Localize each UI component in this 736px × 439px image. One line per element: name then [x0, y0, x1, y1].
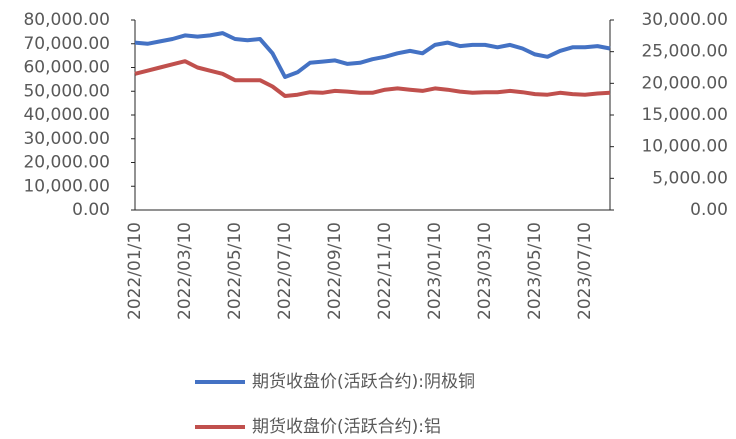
x-tick-label: 2022/11/10 [375, 222, 395, 320]
y2-tick-label: 0.00 [690, 200, 728, 220]
y2-tick-label: 10,000.00 [641, 137, 728, 157]
series-line [134, 59, 611, 98]
series-line [134, 31, 611, 79]
x-tick-label: 2023/03/10 [475, 222, 495, 320]
x-tick-label: 2022/03/10 [175, 222, 195, 320]
y2-tick-label: 30,000.00 [641, 10, 728, 30]
x-tick-label: 2023/01/10 [425, 222, 445, 320]
x-tick-label: 2023/05/10 [525, 222, 545, 320]
y-tick-label: 30,000.00 [23, 129, 110, 149]
legend-label: 期货收盘价(活跃合约):铝 [252, 417, 441, 437]
y2-tick-label: 15,000.00 [641, 105, 728, 125]
y-tick-label: 70,000.00 [23, 34, 110, 54]
x-tick-label: 2022/05/10 [225, 222, 245, 320]
x-tick-label: 2022/09/10 [325, 222, 345, 320]
y-tick-label: 0.00 [72, 200, 110, 220]
y2-tick-label: 5,000.00 [652, 168, 728, 188]
legend-label: 期货收盘价(活跃合约):阴极铜 [252, 372, 475, 392]
x-tick-label: 2022/01/10 [125, 222, 145, 320]
y-tick-label: 10,000.00 [23, 176, 110, 196]
y2-tick-label: 25,000.00 [641, 42, 728, 62]
y2-tick-label: 20,000.00 [641, 73, 728, 93]
y-tick-label: 20,000.00 [23, 153, 110, 173]
x-tick-label: 2023/07/10 [575, 222, 595, 320]
y-tick-label: 40,000.00 [23, 105, 110, 125]
y-tick-label: 80,000.00 [23, 10, 110, 30]
y-tick-label: 60,000.00 [23, 58, 110, 78]
x-tick-label: 2022/07/10 [275, 222, 295, 320]
y-tick-label: 50,000.00 [23, 81, 110, 101]
